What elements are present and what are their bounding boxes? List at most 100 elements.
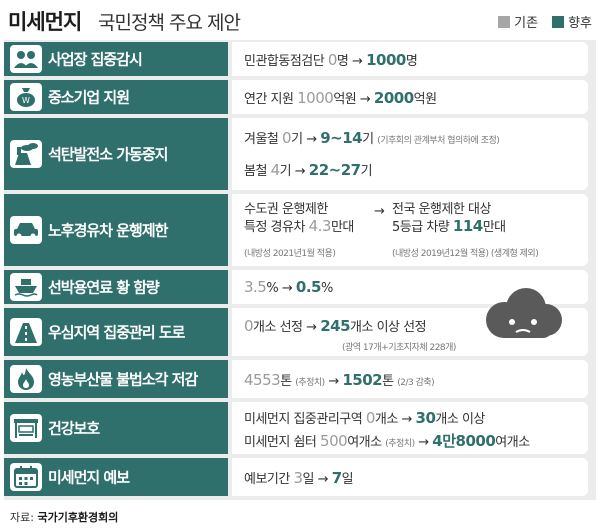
unit: 명: [336, 54, 349, 69]
row-farm-burning-reduction: 영농부산물 불법소각 저감 4553톤 (추정치) → 1502톤 (2/3 감…: [4, 360, 592, 398]
bus-stop-icon: [10, 414, 42, 442]
old-value: 1000: [297, 89, 334, 107]
note: (추정치): [385, 439, 415, 449]
arrow: →: [306, 132, 317, 147]
before-line1: 수도권 운행제한: [244, 202, 328, 217]
old-value: 4.3: [308, 217, 332, 235]
row-label: 선박용연료 황 함량: [48, 278, 160, 297]
unit: 기: [362, 132, 374, 147]
people-icon: [10, 45, 42, 73]
row-text: 예보기간 3일 → 7일: [244, 468, 354, 487]
unit: 개소 이상: [435, 412, 485, 427]
row-label: 사업장 집중감시: [48, 50, 143, 69]
note: (추정치): [295, 378, 325, 388]
old-value: 0: [327, 51, 338, 69]
unit: 만대: [330, 220, 354, 235]
unit: 일: [341, 472, 354, 487]
old-value: 0: [282, 129, 292, 147]
row-text: 4553톤 (추정치) → 1502톤 (2/3 감축): [244, 370, 435, 389]
before-note: (내방성 2021년1월 적용): [244, 249, 336, 259]
row-content: 겨울철 0기 → 9~14기 (기후회의 관계부처 협의하에 조정) 봄철 4기…: [232, 118, 588, 190]
arrow: →: [317, 472, 329, 487]
row-label: 건강보호: [48, 419, 100, 438]
row-label-box: 미세먼지 예보: [4, 458, 228, 496]
row-text-line2: 봄철 4기 → 22~27기: [244, 160, 373, 179]
svg-text:W: W: [22, 96, 30, 105]
row-label-box: 선박용연료 황 함량: [4, 270, 228, 304]
row-text-line1: 겨울철 0기 → 9~14기 (기후회의 관계부처 협의하에 조정): [244, 128, 500, 147]
unit: 억원: [333, 92, 357, 107]
row-coal-plant-shutdown: 석탄발전소 가동중지 겨울철 0기 → 9~14기 (기후회의 관계부처 협의하…: [4, 118, 592, 190]
row-text-line2: 미세먼지 쉼터 500여개소 (추정치) → 4만8000여개소: [244, 430, 530, 451]
header: 미세먼지 국민정책 주요 제안 기존 향후: [0, 0, 600, 38]
note: (2/3 감축): [397, 378, 435, 388]
row-label: 우심지역 집중관리 도로: [48, 323, 185, 342]
desc: 연간 지원: [244, 92, 294, 107]
fire-icon: [10, 365, 42, 393]
unit: 억원: [413, 92, 437, 107]
row-text: 민관합동점검단 0명 → 1000명: [244, 50, 418, 69]
arrow: →: [374, 204, 385, 219]
arrow: →: [294, 164, 306, 179]
power-plant-icon: [10, 140, 42, 168]
new-value: 9~14: [320, 129, 363, 147]
money-bag-icon: W: [10, 83, 42, 111]
unit: 기: [279, 164, 292, 179]
new-value: 7: [331, 469, 342, 487]
old-value: 0: [244, 317, 254, 335]
old-value: 3: [293, 469, 303, 487]
row-workplace-monitoring: 사업장 집중감시 민관합동점검단 0명 → 1000명: [4, 42, 592, 76]
desc: 예보기간: [244, 472, 290, 487]
legend-before-label: 기존: [514, 16, 539, 31]
dust-cloud-icon: [486, 288, 562, 338]
unit: 기: [360, 164, 373, 179]
unit: 만대: [482, 220, 506, 235]
after-line2: 5등급 차량 114만대: [392, 216, 506, 235]
new-value: 245: [320, 317, 351, 335]
desc: 미세먼지 쉼터: [244, 435, 317, 450]
calendar-icon: [10, 463, 42, 491]
row-label-box: 건강보호: [4, 402, 228, 454]
source-value: 국가기후환경회의: [37, 511, 119, 524]
arrow: →: [352, 54, 363, 69]
row-content: 예보기간 3일 → 7일: [232, 458, 588, 496]
new-value: 2000: [373, 89, 414, 107]
row-content: 민관합동점검단 0명 → 1000명: [232, 42, 588, 76]
new-value: 1000: [366, 51, 406, 69]
row-content: 연간 지원 1000억원 → 2000억원: [232, 80, 588, 114]
row-content: 미세먼지 집중관리구역 0개소 → 30개소 이상 미세먼지 쉼터 500여개소…: [232, 402, 588, 454]
before-line2: 특정 경유차 4.3만대: [244, 216, 354, 235]
legend-after-label: 향후: [568, 16, 592, 31]
row-fine-dust-forecast: 미세먼지 예보 예보기간 3일 → 7일: [4, 458, 592, 496]
old-value: 500: [320, 432, 348, 450]
new-value: 0.5: [295, 278, 322, 296]
new-value: 4만8000: [432, 432, 496, 450]
row-text: 연간 지원 1000억원 → 2000억원: [244, 88, 437, 107]
note: (기후회의 관계부처 협의하에 조정): [377, 136, 500, 146]
row-label: 석탄발전소 가동중지: [48, 145, 168, 164]
source-note: 자료: 국가기후환경회의: [10, 509, 118, 525]
after-note: (내방성 2019년12월 적용) (생계형 제외): [392, 249, 539, 259]
row-label: 노후경유차 운행제한: [48, 221, 168, 240]
desc: 민관합동점검단: [244, 54, 325, 69]
old-value: 4553: [244, 371, 281, 389]
row-text: 3.5% → 0.5%: [244, 278, 333, 296]
new-value: 30: [415, 409, 436, 427]
desc: 특정 경유차: [244, 220, 305, 235]
title-bold: 미세먼지: [8, 10, 82, 34]
unit: 톤: [280, 374, 292, 389]
row-content: 수도권 운행제한 특정 경유차 4.3만대 (내방성 2021년1월 적용) →…: [232, 194, 588, 266]
unit: 명: [405, 54, 418, 69]
unit: %: [266, 281, 279, 296]
desc: 5등급 차량: [392, 220, 450, 235]
new-value: 114: [452, 217, 483, 235]
row-content: 4553톤 (추정치) → 1502톤 (2/3 감축): [232, 360, 588, 398]
row-label: 중소기업 지원: [48, 88, 130, 107]
unit: 기: [291, 132, 303, 147]
unit: 개소: [374, 412, 398, 427]
row-label-box: 사업장 집중감시: [4, 42, 228, 76]
row-text: 0개소 선정 → 245개소 이상 선정: [244, 316, 427, 335]
unit: 일: [302, 472, 315, 487]
arrow: →: [306, 320, 317, 335]
legend: 기존 향후: [498, 12, 592, 31]
